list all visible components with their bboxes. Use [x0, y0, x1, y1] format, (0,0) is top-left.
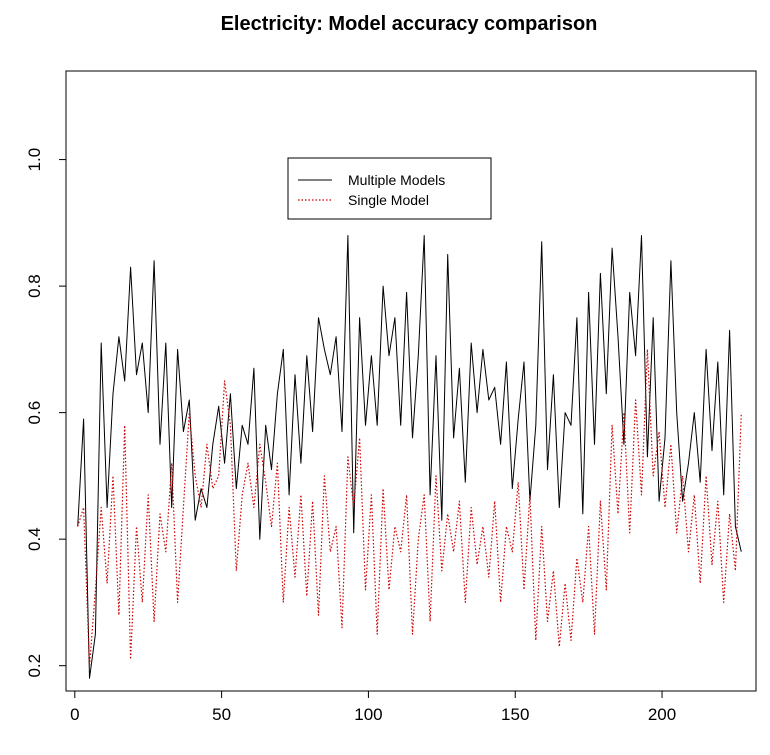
- x-tick-label: 150: [501, 705, 529, 724]
- y-tick-label: 0.6: [25, 401, 44, 425]
- x-tick-label: 200: [648, 705, 676, 724]
- x-axis: 0 50 100 150 200: [70, 690, 676, 724]
- legend-label-single-model: Single Model: [348, 192, 429, 208]
- y-tick-label: 0.4: [25, 527, 44, 551]
- x-tick-label: 50: [212, 705, 231, 724]
- y-tick-label: 0.8: [25, 274, 44, 298]
- y-tick-label: 1.0: [25, 148, 44, 172]
- series-line-multiple-models: [77, 235, 742, 679]
- y-axis: 0.2 0.4 0.6 0.8 1.0: [25, 148, 67, 678]
- x-tick-label: 100: [354, 705, 382, 724]
- y-tick-label: 0.2: [25, 654, 44, 678]
- series-line-single-model: [77, 348, 742, 667]
- legend-box: [287, 157, 492, 220]
- legend-label-multiple-models: Multiple Models: [348, 172, 445, 188]
- legend: Multiple Models Single Model: [287, 157, 492, 220]
- series-layer: [77, 235, 742, 679]
- chart-title: Electricity: Model accuracy comparison: [221, 13, 598, 35]
- x-tick-label: 0: [70, 705, 79, 724]
